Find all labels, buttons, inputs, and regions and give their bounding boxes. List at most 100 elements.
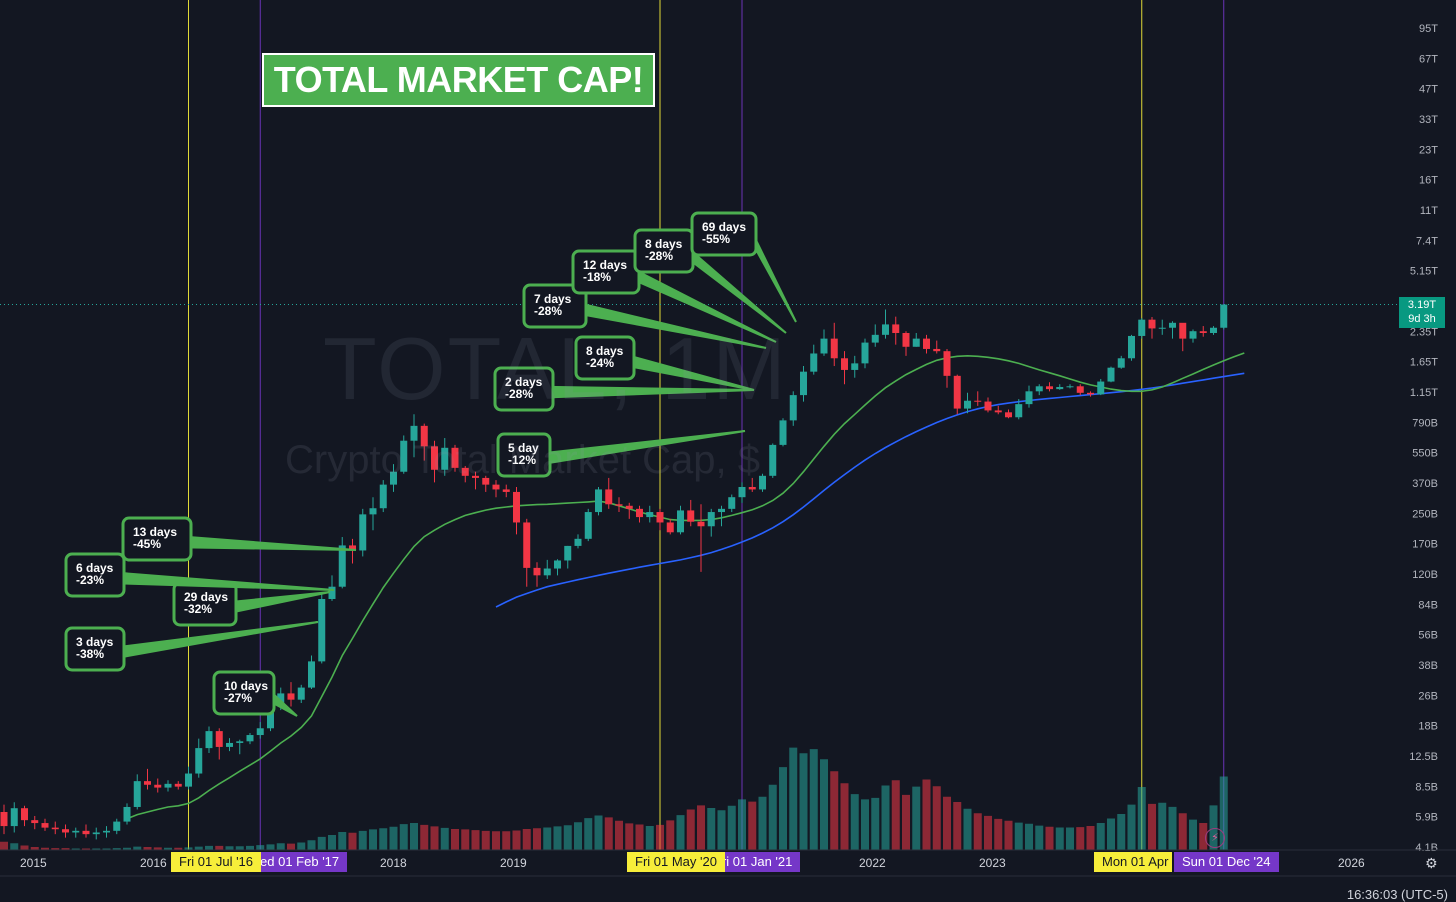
volume-bar xyxy=(184,847,193,850)
candle-body xyxy=(1107,367,1115,382)
volume-bar xyxy=(1127,804,1136,850)
candle-body xyxy=(994,410,1002,413)
volume-bar xyxy=(1014,822,1023,850)
callout-pct: -38% xyxy=(76,647,104,661)
volume-bar xyxy=(102,848,111,850)
candle-body xyxy=(379,484,387,509)
y-tick-label: 370B xyxy=(1412,478,1438,490)
y-tick-label: 2.35T xyxy=(1410,326,1438,338)
ma-long-line xyxy=(495,372,1245,608)
volume-bar xyxy=(881,785,890,850)
candle-body xyxy=(1066,386,1074,388)
candle-body xyxy=(523,522,531,568)
y-tick-label: 18B xyxy=(1418,721,1438,733)
volume-bar xyxy=(1219,776,1228,850)
callout-pct: -24% xyxy=(586,356,614,370)
volume-bar xyxy=(461,829,470,850)
volume-bar xyxy=(61,848,70,850)
candle-body xyxy=(338,545,346,587)
candle-body xyxy=(390,471,397,485)
volume-bar xyxy=(973,813,982,850)
callout-box xyxy=(522,283,588,329)
volume-bar xyxy=(1045,826,1054,850)
callout-days: 3 days xyxy=(76,635,114,649)
y-tick-label: 1.65T xyxy=(1410,357,1438,369)
volume-bar xyxy=(1158,802,1167,850)
candle-body xyxy=(195,748,203,774)
candle-body xyxy=(953,375,961,409)
callout-box xyxy=(496,432,552,478)
candle-body xyxy=(779,420,787,445)
candle-body xyxy=(185,773,192,787)
volume-bar xyxy=(133,846,142,850)
volume-bar xyxy=(471,830,480,850)
volume-bar xyxy=(943,796,951,850)
y-tick-label: 170B xyxy=(1412,539,1438,551)
volume-bar xyxy=(430,826,439,850)
y-tick-label: 12.5B xyxy=(1409,751,1438,763)
volume-bar xyxy=(994,818,1003,850)
candle-body xyxy=(349,545,356,551)
y-tick-label: 11T xyxy=(1420,205,1438,217)
candle-body xyxy=(851,363,859,370)
volume-bar xyxy=(369,829,377,850)
volume-bar xyxy=(1209,805,1218,850)
candle-body xyxy=(789,395,797,421)
volume-bar xyxy=(543,827,552,850)
candle-body xyxy=(369,508,377,515)
volume-bar xyxy=(1107,818,1115,850)
candle-body xyxy=(1046,386,1053,390)
volume-bar xyxy=(10,843,19,850)
volume-bar xyxy=(533,828,541,850)
volume-bar xyxy=(328,835,336,850)
volume-bar xyxy=(717,810,726,850)
gear-icon[interactable]: ⚙ xyxy=(1425,855,1438,871)
callout-days: 10 days xyxy=(224,679,268,693)
volume-bar xyxy=(799,753,808,850)
y-tick-label: 5.9B xyxy=(1415,812,1438,824)
callout-days: 13 days xyxy=(133,525,177,539)
y-tick-label: 5.15T xyxy=(1410,266,1438,278)
y-tick-label: 26B xyxy=(1418,690,1438,702)
volume-bar xyxy=(1117,814,1126,850)
candle-body xyxy=(62,829,69,833)
volume-bar xyxy=(358,830,367,850)
candle-body xyxy=(1199,331,1207,334)
volume-bar xyxy=(604,817,613,850)
candle-body xyxy=(226,742,233,747)
candle-body xyxy=(133,781,141,807)
volume-bar xyxy=(963,808,972,850)
candle-body xyxy=(584,512,592,539)
candle-body xyxy=(666,522,674,533)
volume-bar xyxy=(522,829,531,850)
marker-label-dec-24: Sun 01 Dec '24 xyxy=(1174,852,1279,872)
candle-body xyxy=(687,510,695,522)
volume-bar xyxy=(246,845,254,850)
volume-bar xyxy=(1066,827,1074,850)
lightning-icon[interactable]: ⚡ xyxy=(1205,828,1225,848)
candle-body xyxy=(1138,319,1146,336)
candle-body xyxy=(472,475,479,478)
y-tick-label: 7.4T xyxy=(1416,235,1438,247)
candle-body xyxy=(564,545,572,561)
volume-bar xyxy=(194,846,203,850)
x-tick-2022: 2022 xyxy=(859,856,886,870)
candle-body xyxy=(748,486,756,490)
candle-body xyxy=(1148,319,1156,329)
volume-bar xyxy=(502,831,511,850)
candle-body xyxy=(1220,304,1228,328)
volume-bar xyxy=(625,823,634,850)
volume-bar xyxy=(164,847,172,850)
candle-body xyxy=(1035,386,1043,392)
candle-body xyxy=(431,446,438,470)
last-price: 3.19T xyxy=(1407,299,1437,311)
volume-bar xyxy=(0,841,8,850)
volume-bar xyxy=(563,825,572,850)
volume-bar xyxy=(758,796,767,850)
candle-body xyxy=(830,338,838,359)
candle-body xyxy=(820,338,828,354)
volume-bar xyxy=(1137,787,1146,850)
ma-short-line xyxy=(126,352,1245,820)
candle-body xyxy=(1158,327,1166,329)
